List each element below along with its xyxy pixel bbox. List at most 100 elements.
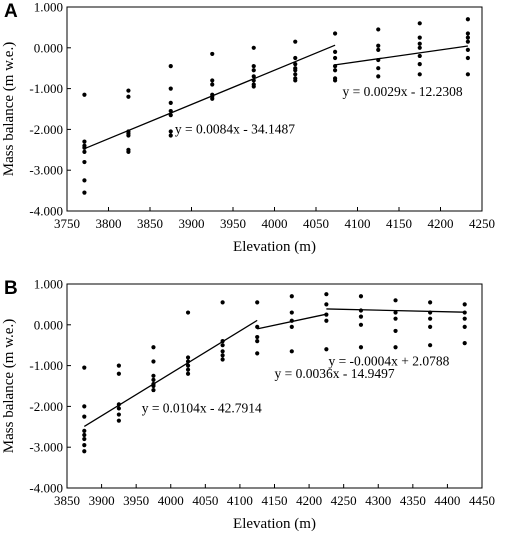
data-point	[255, 339, 260, 344]
data-point	[465, 39, 470, 44]
data-point	[293, 55, 298, 61]
x-tick-label: 4000	[158, 493, 184, 508]
chart-panel-b: B -4.000 -3.000 -2.000 -1.000 0.000 1.000 3850 3…	[1, 277, 495, 533]
y-tick-label: -3.000	[29, 440, 63, 455]
x-tick-label: 3800	[96, 216, 122, 231]
data-point	[417, 72, 422, 77]
data-point	[82, 428, 87, 433]
data-point	[462, 302, 467, 307]
x-tick-label: 4250	[331, 493, 357, 508]
x-axis-label: Elevation (m)	[233, 239, 316, 255]
y-tick-label: -1.000	[29, 358, 63, 373]
data-point	[220, 357, 225, 362]
data-point	[251, 45, 256, 50]
data-point	[462, 316, 467, 321]
data-point	[251, 68, 256, 73]
data-point	[251, 74, 256, 79]
data-point	[393, 345, 398, 350]
data-point	[82, 443, 87, 448]
data-point	[417, 41, 422, 46]
regression-equation: y = 0.0036x - 14.9497	[275, 366, 395, 381]
x-tick-label: 3900	[89, 493, 115, 508]
data-point	[358, 314, 364, 319]
x-axis-label: Elevation (m)	[233, 516, 316, 532]
y-tick-label: 1.000	[34, 277, 63, 292]
y-tick-label: -4.000	[29, 204, 63, 219]
data-point	[465, 31, 470, 36]
data-point	[358, 294, 364, 299]
x-tick-label: 4000	[262, 216, 288, 231]
data-point	[185, 363, 191, 368]
data-point	[185, 367, 191, 372]
x-tick-label: 4450	[469, 493, 495, 508]
data-point	[82, 149, 87, 154]
data-point	[255, 300, 260, 305]
y-tick-label: -3.000	[29, 163, 63, 178]
y-axis-label: Mass balance (m w.e.)	[1, 319, 17, 453]
data-point	[210, 96, 215, 101]
data-point	[465, 17, 470, 22]
data-point	[324, 318, 329, 323]
data-point	[289, 294, 294, 299]
regression-equation: y = -0.0004x + 2.0788	[328, 354, 449, 369]
y-tick-label: -2.000	[29, 122, 63, 137]
data-point	[210, 78, 215, 83]
data-point	[428, 300, 433, 305]
data-point	[116, 363, 121, 368]
data-point	[220, 353, 225, 358]
data-point	[289, 324, 294, 329]
data-point	[82, 178, 87, 183]
x-tick-label: 4150	[386, 216, 412, 231]
data-point	[116, 412, 121, 417]
fit-line	[83, 319, 258, 428]
data-point	[376, 74, 381, 79]
data-point	[462, 341, 467, 346]
data-point	[332, 78, 338, 83]
data-point	[82, 449, 87, 454]
y-tick-label: -1.000	[29, 81, 63, 96]
data-point	[126, 133, 131, 138]
y-axis-label: Mass balance (m w.e.)	[1, 42, 17, 176]
data-point	[332, 55, 338, 61]
x-tick-label: 4200	[296, 493, 322, 508]
data-point	[220, 349, 225, 354]
data-point	[428, 343, 433, 348]
data-point	[417, 53, 422, 59]
data-point	[126, 149, 131, 154]
data-point	[376, 27, 381, 32]
data-point	[332, 68, 338, 73]
data-point	[465, 72, 470, 77]
x-tick-label: 4100	[345, 216, 371, 231]
data-point	[332, 49, 338, 54]
data-point	[116, 418, 121, 423]
data-point	[220, 300, 225, 305]
x-tick-label: 4050	[303, 216, 329, 231]
panel-letter: A	[4, 1, 18, 22]
data-point	[428, 324, 433, 329]
data-point	[417, 21, 422, 26]
data-point	[417, 45, 422, 50]
x-tick-label: 3850	[137, 216, 163, 231]
data-point	[324, 347, 329, 352]
data-point	[293, 68, 298, 73]
x-tick-label: 3750	[54, 216, 80, 231]
fit-line	[257, 313, 327, 330]
data-point	[393, 328, 398, 334]
data-point	[289, 310, 294, 315]
data-point	[417, 62, 422, 67]
data-point	[293, 72, 298, 77]
x-tick-label: 4200	[428, 216, 454, 231]
data-point	[82, 190, 87, 195]
data-point	[82, 404, 87, 409]
data-point	[82, 414, 87, 419]
data-point	[417, 35, 422, 40]
data-point	[376, 47, 381, 52]
data-point	[151, 359, 156, 364]
data-point	[82, 432, 87, 438]
panel-letter: B	[4, 278, 18, 299]
data-point	[358, 345, 364, 350]
y-tick-label: 0.000	[34, 40, 63, 55]
x-tick-label: 4050	[192, 493, 218, 508]
data-point	[255, 334, 260, 340]
x-tick-label: 3950	[220, 216, 246, 231]
